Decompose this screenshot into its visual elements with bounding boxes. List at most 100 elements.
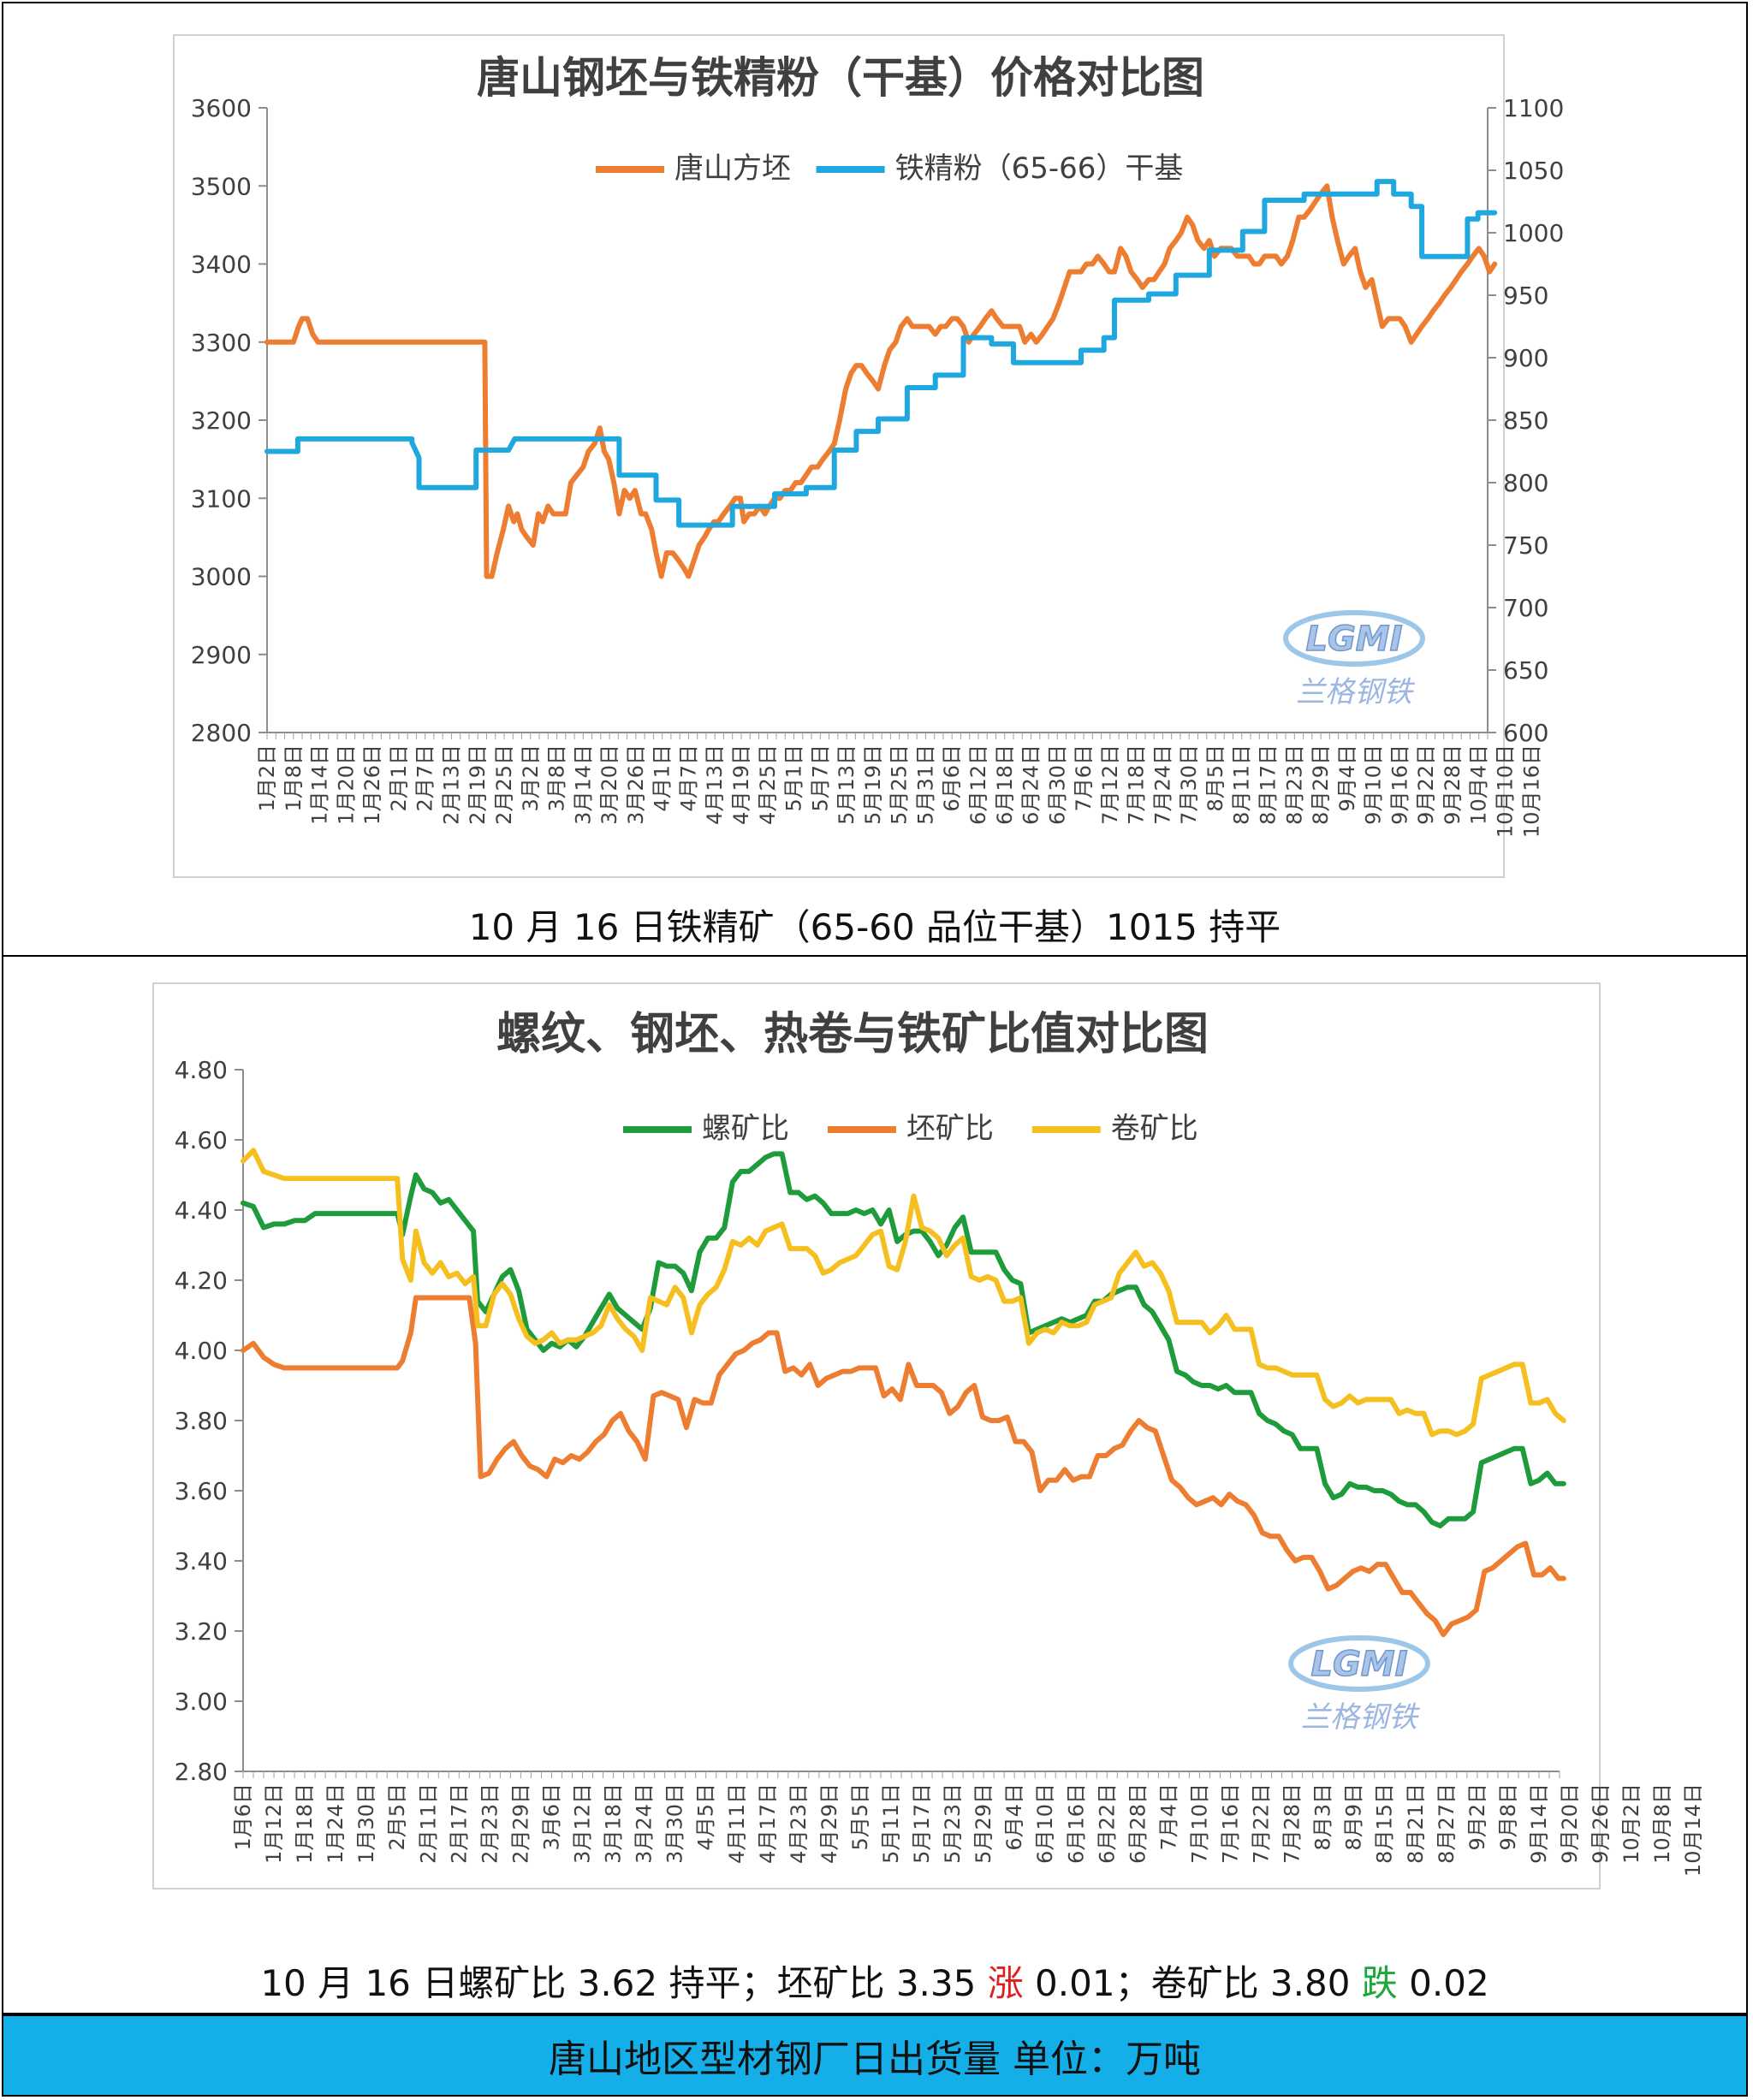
x-tick-label: 6月22日 [1095,1783,1119,1864]
price-chart: 唐山钢坯与铁精粉（干基）价格对比图 2800 2900 3000 3100 3200 330… [191,53,1565,838]
x-tick-label: 9月4日 [1335,744,1359,812]
x-tick-label: 3月24日 [633,1783,657,1864]
x-tick-label: 3月18日 [602,1783,626,1864]
ratio-chart-panel: 螺纹、钢坯、热卷与铁矿比值对比图 2.80 3.00 3.20 3.40 3.60 3.80… [2,955,1748,2014]
legend-label: 坯矿比 [906,1112,994,1146]
y-tick-label: 3.40 [175,1547,228,1575]
y-tick-label: 3200 [191,406,252,435]
ratio-chart-caption: 10 月 16 日螺矿比 3.62 持平；坯矿比 3.35 涨 0.01；卷矿比… [3,1955,1746,2007]
x-tick-label: 3月6日 [539,1783,563,1851]
x-tick-label: 5月5日 [848,1783,872,1851]
x-tick-label: 7月18日 [1125,744,1149,825]
x-tick-label: 6月16日 [1064,1783,1088,1864]
x-tick-label: 3月30日 [663,1783,687,1864]
y-tick-label: 3000 [191,563,252,591]
x-tick-label: 6月10日 [1033,1783,1057,1864]
x-tick-label: 5月1日 [782,744,806,812]
x-tick-label: 8月23日 [1282,744,1306,825]
lgmi-logo-icon: LGMI 兰格钢铁 [1288,1635,1430,1735]
x-tick-label: 5月17日 [910,1783,934,1864]
x-tick-label: 6月4日 [1002,1783,1026,1851]
x-tick-label: 10月16日 [1519,744,1543,838]
x-tick-label: 2月5日 [385,1783,409,1851]
y-tick-label: 4.80 [175,1056,228,1084]
x-tick-label: 3月20日 [597,744,621,825]
x-tick-label: 6月18日 [993,744,1017,825]
x-tick-label: 4月1日 [651,744,674,812]
x-tick-label: 8月5日 [1203,744,1227,812]
y-tick-label: 2800 [191,719,252,747]
x-tick-label: 1月26日 [360,744,384,825]
y-tick-label: 3.00 [175,1688,228,1716]
y-tick-label: 2.80 [175,1758,228,1786]
x-tick-label: 4月29日 [817,1783,841,1864]
x-tick-label: 3月14日 [571,744,595,825]
x-tick-label: 2月25日 [492,744,516,825]
x-tick-label: 7月24日 [1150,744,1174,825]
legend-label: 铁精粉（65-66）干基 [895,151,1184,186]
x-tick-label: 8月27日 [1435,1783,1459,1864]
x-tick-label: 2月11日 [416,1783,440,1864]
x-tick-label: 2月7日 [413,744,437,812]
x-tick-label: 8月15日 [1373,1783,1397,1864]
y-tick-label: 3300 [191,329,252,357]
y-tick-label: 3100 [191,484,252,513]
fall-label: 跌 [1361,1962,1398,2004]
x-tick-label: 1月30日 [354,1783,378,1864]
x-tick-label: 1月8日 [282,744,306,812]
y-tick-label: 4.40 [175,1196,228,1225]
x-tick-label: 9月2日 [1465,1783,1489,1851]
x-tick-label: 10月4日 [1467,744,1491,825]
chart-title: 螺纹、钢坯、热卷与铁矿比值对比图 [496,1009,1209,1060]
x-tick-label: 8月3日 [1311,1783,1335,1851]
x-tick-label: 9月10日 [1362,744,1386,825]
x-tick-label: 4月19日 [729,744,753,825]
series-line-0 [264,183,1498,579]
x-tick-label: 7月4日 [1156,1783,1180,1851]
y-tick-label: 1000 [1503,219,1564,247]
x-tick-label: 3月12日 [571,1783,595,1864]
x-tick-label: 9月26日 [1589,1783,1613,1864]
x-tick-label: 5月11日 [879,1783,903,1864]
x-tick-label: 8月29日 [1309,744,1333,825]
footer-title: 唐山地区型材钢厂日出货量 单位：万吨 [549,2038,1201,2081]
x-tick-label: 4月17日 [756,1783,780,1864]
x-tick-label: 5月31日 [913,744,937,825]
lgmi-logo-icon: LGMI 兰格钢铁 [1283,610,1425,709]
x-tick-label: 6月30日 [1045,744,1069,825]
legend-label: 卷矿比 [1111,1112,1198,1146]
caption-text: 10 月 16 日螺矿比 3.62 持平；坯矿比 3.35 [260,1962,988,2004]
x-tick-label: 8月21日 [1404,1783,1428,1864]
x-tick-label: 2月19日 [466,744,490,825]
x-tick-label: 5月29日 [972,1783,995,1864]
y-tick-label: 3.80 [175,1407,228,1435]
x-tick-label: 4月13日 [703,744,727,825]
x-tick-label: 9月28日 [1441,744,1465,825]
y-tick-label: 1050 [1503,157,1564,185]
x-tick-label: 5月7日 [808,744,832,812]
y-tick-label: 1100 [1503,94,1564,122]
x-tick-label: 3月8日 [545,744,569,812]
x-tick-label: 7月30日 [1177,744,1201,825]
x-tick-label: 5月13日 [835,744,859,825]
y-tick-label: 3.60 [175,1477,228,1505]
y-tick-label: 4.60 [175,1126,228,1154]
rise-label: 涨 [987,1962,1024,2004]
ratio-chart: 螺纹、钢坯、热卷与铁矿比值对比图 2.80 3.00 3.20 3.40 3.60 3.80… [175,1009,1706,1877]
ratio-chart-frame: 螺纹、钢坯、热卷与铁矿比值对比图 2.80 3.00 3.20 3.40 3.60 3.80… [152,982,1706,1889]
x-tick-label: 1月14日 [308,744,332,825]
x-tick-label: 10月14日 [1681,1783,1705,1877]
y-tick-label: 850 [1503,406,1548,435]
x-tick-label: 7月12日 [1098,744,1122,825]
x-tick-label: 1月2日 [255,744,279,812]
caption-text: 0.02 [1397,1962,1489,2004]
y-tick-label: 600 [1503,719,1548,747]
x-tick-label: 6月28日 [1126,1783,1150,1864]
series-line-1 [241,1295,1566,1638]
x-tick-label: 3月2日 [519,744,543,812]
caption-text: 0.01；卷矿比 3.80 [1023,1962,1362,2004]
y-tick-label: 2900 [191,641,252,669]
x-tick-label: 4月5日 [694,1783,718,1851]
y-tick-label: 3.20 [175,1617,228,1646]
x-tick-label: 2月23日 [478,1783,502,1864]
